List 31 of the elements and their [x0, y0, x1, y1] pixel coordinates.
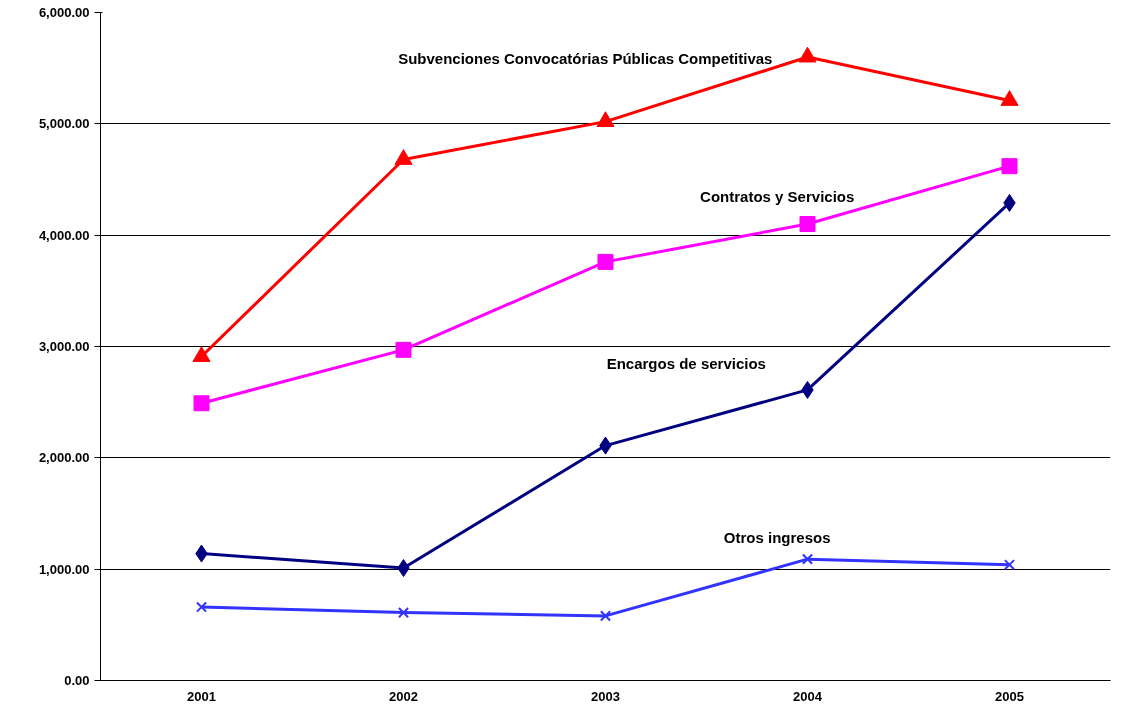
- point: [397, 606, 410, 619]
- x-tick-label: 2005: [995, 688, 1024, 704]
- point: [801, 553, 814, 565]
- x-tick-label: 2004: [793, 688, 823, 704]
- point: [1001, 158, 1018, 175]
- x-tick-label: 2003: [591, 688, 620, 704]
- point: [192, 346, 211, 362]
- x-tick-label: 2002: [389, 688, 418, 704]
- point: [1000, 90, 1019, 106]
- y-tick-label: 1,000.00: [38, 561, 90, 577]
- x-tick-label: 2001: [187, 688, 216, 704]
- point: [596, 111, 615, 128]
- series-label: Contratos y Servicios: [700, 187, 855, 205]
- point: [394, 149, 413, 165]
- point: [597, 253, 614, 270]
- point: [599, 610, 612, 622]
- series-label: Subvenciones Convocatórias Públicas Competitivas: [398, 50, 773, 68]
- y-tick-label: 4,000.00: [38, 227, 90, 243]
- point: [1003, 559, 1016, 571]
- point: [395, 341, 412, 358]
- point: [193, 395, 210, 412]
- y-tick-label: 5,000.00: [38, 116, 90, 132]
- series-label: Encargos de servicios: [606, 354, 766, 372]
- point: [799, 216, 816, 233]
- y-tick-label: 3,000.00: [38, 339, 90, 354]
- series-label: Otros ingresos: [723, 529, 831, 547]
- y-tick-label: 6,000.00: [38, 5, 90, 20]
- y-tick-label: 0.00: [64, 673, 90, 688]
- point: [798, 46, 817, 63]
- y-tick-label: 2,000.00: [38, 450, 90, 466]
- point: [195, 601, 208, 613]
